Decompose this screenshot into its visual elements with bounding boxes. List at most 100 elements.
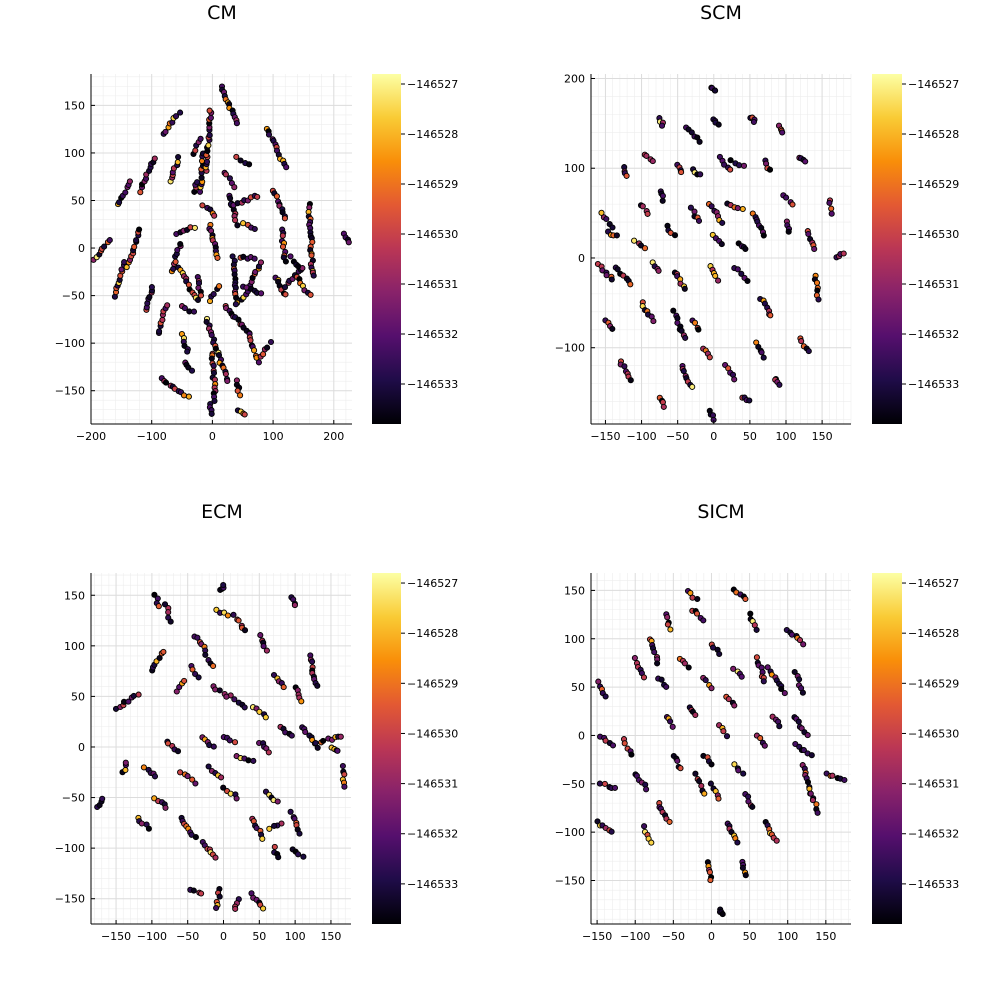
scatter-point [746, 397, 753, 404]
scatter-point [677, 765, 684, 772]
y-tick-label: 100 [564, 162, 585, 175]
scatter-point [747, 610, 754, 617]
scatter-point [302, 728, 309, 736]
y-tick-label: 150 [64, 99, 85, 112]
scatter-point [696, 138, 703, 145]
colorbar-tick-label: −146529 [407, 677, 458, 690]
scatter-point [181, 677, 188, 684]
scatter-point [164, 740, 172, 747]
y-tick-label: 50 [71, 194, 85, 207]
scatter-point [841, 776, 848, 784]
scatter-point [640, 674, 648, 681]
scatter-point [234, 222, 241, 229]
x-tick-label: 100 [263, 430, 284, 443]
scatter-point [231, 696, 238, 703]
scatter-point [161, 601, 169, 608]
x-tick-label: 50 [743, 930, 757, 943]
scatter-point [719, 219, 726, 226]
colorbar: −146533 −146532 −146531 −146530 −146529 −1465… [372, 74, 458, 424]
scatter-point [614, 266, 621, 273]
scatter-point [231, 184, 238, 191]
y-tick-label: −150 [55, 385, 85, 398]
scatter-point [274, 798, 281, 805]
scatter-point [257, 632, 264, 639]
scatter-point [309, 658, 316, 665]
scatter-point [280, 684, 287, 691]
scatter-point [241, 704, 248, 711]
y-tick-label: 100 [64, 147, 85, 160]
scatter-point [631, 654, 638, 662]
scatter-point [651, 649, 658, 656]
scatter-point [688, 129, 695, 136]
scatter-point [172, 113, 180, 120]
scatter-point [753, 626, 760, 633]
colorbar-tick-label: −146528 [908, 627, 959, 640]
scatter-point [681, 660, 688, 667]
scatter-point [802, 158, 809, 165]
scatter-point [721, 161, 728, 168]
y-tick-label: 100 [64, 640, 85, 653]
scatter-point [608, 828, 615, 835]
scatter-point [621, 740, 628, 747]
scatter-point [174, 246, 181, 254]
scatter-point [288, 732, 295, 739]
scatter-point [164, 302, 171, 309]
scatter-point [720, 728, 727, 735]
scatter-point [247, 337, 254, 344]
scatter-point [185, 364, 192, 371]
scatter-point [809, 797, 816, 804]
scatter-point [828, 205, 835, 212]
scatter-point [734, 205, 741, 212]
scatter-point [596, 780, 603, 787]
scatter-point [241, 627, 249, 634]
scatter-point [667, 626, 674, 633]
scatter-point [813, 279, 821, 286]
scatter-point [262, 714, 269, 721]
scatter-point [151, 773, 159, 780]
scatter-point [725, 696, 732, 703]
scatter-point [689, 383, 696, 390]
scatter-point [659, 192, 666, 199]
scatter-point [251, 225, 258, 233]
scatter-point [167, 618, 174, 625]
scatter-point [162, 804, 169, 811]
x-tick-label: −50 [176, 930, 199, 943]
scatter-point [613, 232, 620, 239]
scatter-points [594, 586, 848, 918]
scatter-point [264, 344, 271, 351]
scatter-point [202, 651, 209, 658]
colorbar-tick-label: −146530 [908, 727, 959, 740]
colorbar-tick-label: −146527 [407, 577, 458, 590]
colorbar-tick-label: −146527 [908, 577, 959, 590]
scatter-point [702, 677, 709, 684]
scatter-point [137, 189, 144, 196]
scatter-point [282, 291, 289, 298]
scatter-point [766, 166, 774, 173]
scatter-point [783, 194, 790, 201]
scatter-point [214, 254, 221, 261]
scatter-point [210, 362, 217, 369]
scatter-point [334, 747, 341, 754]
colorbar-tick-label: −146532 [407, 828, 458, 841]
scatter-point [133, 237, 140, 244]
scatter-point [734, 839, 741, 846]
subplot-scm: SCM −150 −100 −50 0 50 100 150 −100 0 100 200 −1465… [555, 2, 959, 443]
scatter-point [194, 296, 202, 304]
scatter-point [220, 581, 227, 589]
scatter-point [727, 166, 734, 173]
scatter-point [191, 224, 198, 231]
scatter-point [151, 795, 158, 802]
scatter-point [155, 603, 162, 610]
scatter-point [731, 761, 738, 768]
scatter-point [151, 155, 158, 162]
colorbar-tick-label: −146533 [908, 878, 959, 891]
scatter-point [237, 157, 244, 164]
scatter-point [156, 328, 163, 335]
scatter-point [727, 157, 734, 164]
scatter-point [205, 142, 212, 149]
scatter-point [736, 162, 743, 169]
scatter-point [643, 786, 650, 793]
scatter-point [205, 763, 212, 770]
scatter-points [94, 581, 348, 912]
scatter-point [611, 784, 619, 791]
